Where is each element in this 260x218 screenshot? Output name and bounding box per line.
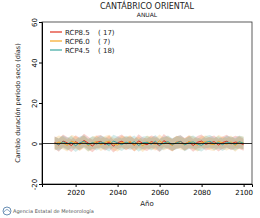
x-tick: 2060	[151, 184, 169, 197]
x-tick: 2080	[193, 184, 211, 197]
legend-swatch	[50, 31, 62, 32]
logo-mark	[4, 210, 10, 213]
y-tick: 40	[31, 59, 42, 68]
legend-count: ( 17)	[98, 29, 115, 37]
x-tick-mark	[118, 184, 119, 187]
x-tick-label: 2080	[193, 189, 211, 197]
x-tick-label: 2060	[151, 189, 169, 197]
legend: RCP8.5 ( 17) RCP6.0 ( 7) RCP4.5 ( 18)	[50, 29, 115, 55]
footer: Agencia Estatal de Meteorología	[13, 208, 94, 215]
y-tick-label: -20	[31, 179, 39, 190]
x-tick-mark	[76, 184, 77, 187]
y-tick-label: 40	[31, 59, 39, 68]
x-tick-label: 2100	[235, 189, 253, 197]
x-tick-label: 2020	[67, 189, 85, 197]
x-axis-line	[43, 185, 253, 188]
y-tick: 60	[31, 18, 42, 27]
legend-count: ( 7)	[98, 38, 110, 46]
legend-swatch	[50, 40, 62, 41]
y-tick: -20	[31, 179, 42, 190]
spread-band	[55, 134, 244, 153]
legend-count: ( 18)	[98, 47, 115, 55]
legend-label: RCP8.5	[65, 29, 90, 37]
y-axis-title: Cambio duración periodo seco (días)	[14, 43, 22, 162]
y-tick-mark	[39, 63, 42, 64]
x-tick-mark	[244, 184, 245, 187]
y-tick-label: 60	[31, 18, 39, 27]
legend-swatch	[50, 49, 62, 50]
x-axis-title: Año	[140, 200, 154, 208]
subtitle: ANUAL	[137, 11, 158, 18]
x-tick: 2040	[109, 184, 127, 197]
x-tick: 2100	[235, 184, 253, 197]
y-tick-mark	[39, 103, 42, 104]
chart: 20202040206020802100-200204060CANTÁBRICO…	[0, 0, 260, 218]
y-tick-mark	[39, 22, 42, 23]
y-tick-mark	[39, 144, 42, 145]
title: CANTÁBRICO ORIENTAL	[100, 0, 195, 11]
x-axis: 2020 2040 2060 2080 2100	[43, 184, 254, 197]
x-tick-mark	[160, 184, 161, 187]
y-tick-label: 20	[31, 99, 39, 108]
y-tick: 20	[31, 99, 42, 108]
x-tick: 2020	[67, 184, 85, 197]
logo	[3, 207, 11, 215]
y-axis: -20 0 20 40 60	[31, 18, 43, 190]
plot-frame	[42, 22, 252, 184]
plot-area	[42, 134, 252, 153]
reference-line	[42, 143, 252, 144]
legend-label: RCP6.0	[65, 38, 90, 46]
y-tick-mark	[39, 184, 42, 185]
y-axis-line	[39, 23, 43, 185]
y-tick-label: 0	[31, 142, 39, 146]
x-tick-mark	[202, 184, 203, 187]
legend-label: RCP4.5	[65, 47, 90, 55]
y-tick: 0	[31, 142, 42, 146]
x-tick-label: 2040	[109, 189, 127, 197]
logo-mark	[3, 207, 11, 215]
